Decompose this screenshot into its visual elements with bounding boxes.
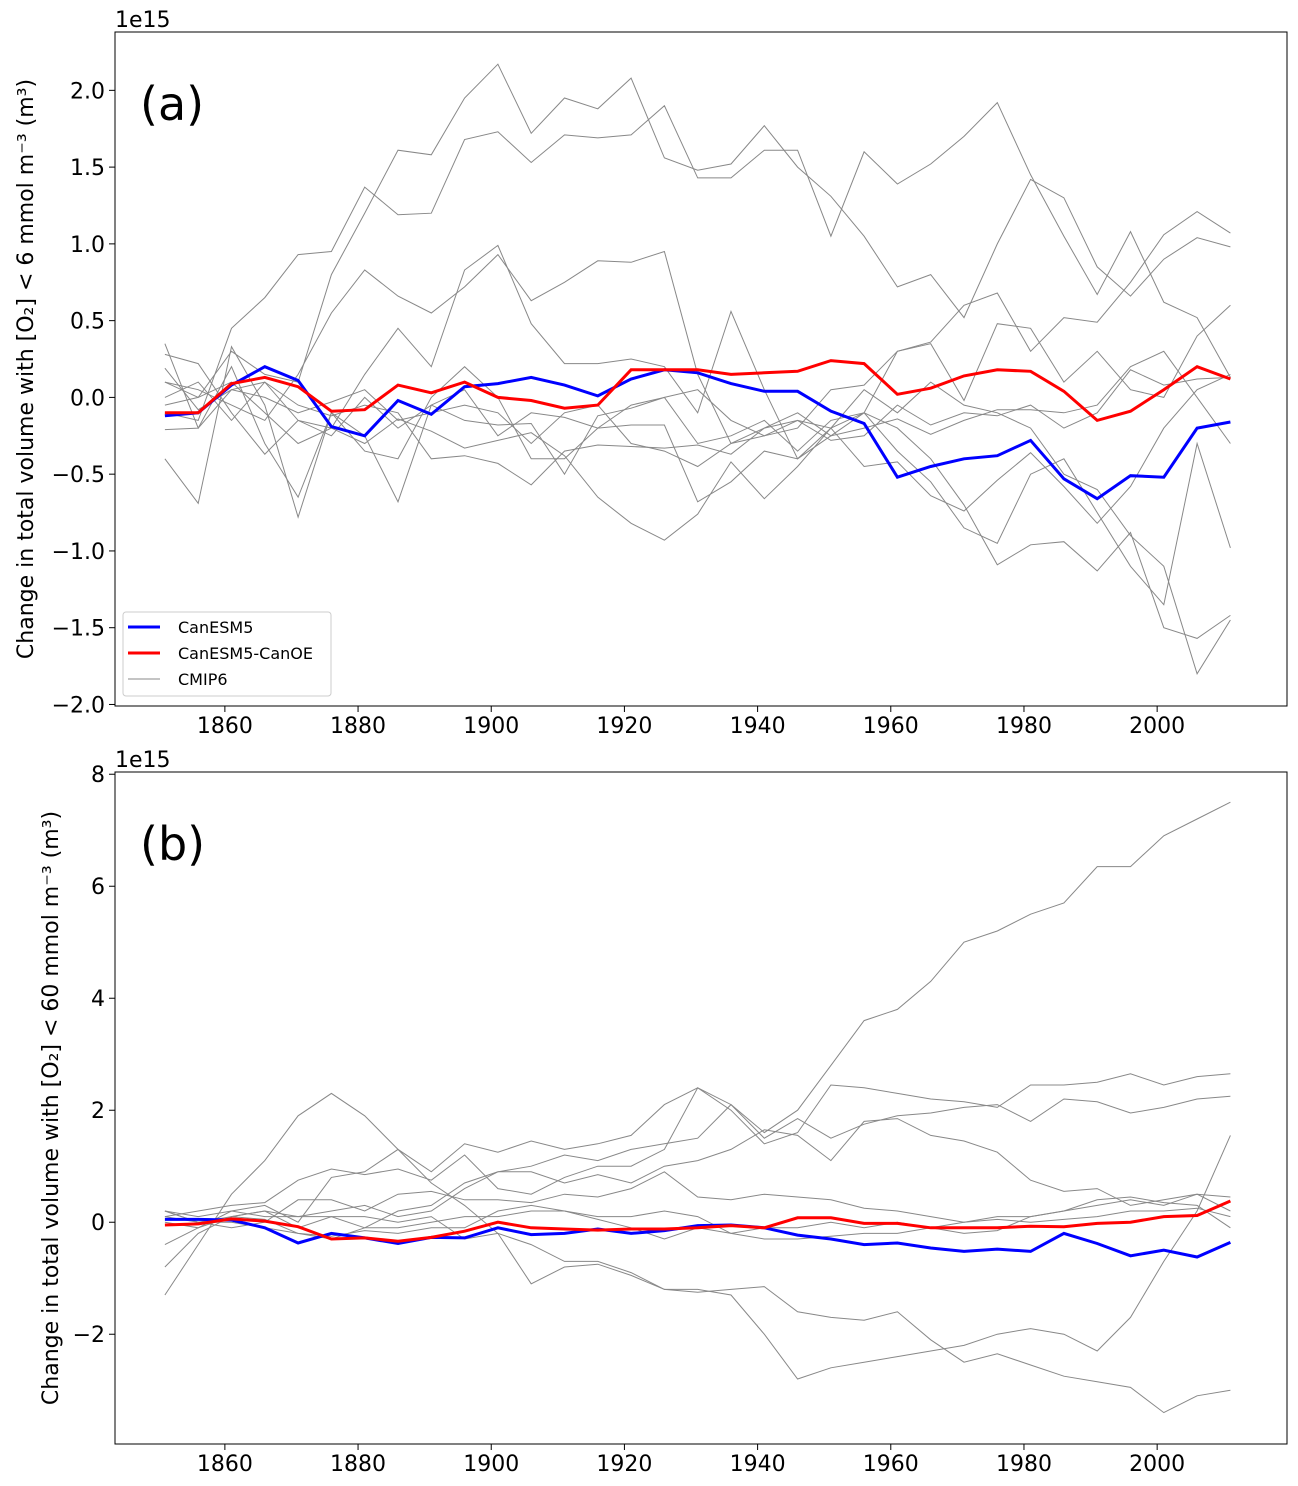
series-line-cmip6 [164, 63, 1231, 399]
legend-label: CMIP6 [178, 670, 228, 689]
y-tick-label: 8 [91, 763, 105, 788]
series-line-cmip6 [164, 1135, 1231, 1380]
y-tick-label: 0.5 [70, 310, 105, 335]
x-tick-label: 2000 [1129, 714, 1185, 739]
y-tick-label: −1.5 [52, 617, 105, 642]
series-line-cmip6 [164, 1171, 1231, 1229]
series-line-cmip6 [164, 345, 1231, 606]
x-tick-label: 1860 [197, 714, 253, 739]
y-tick-label: −0.5 [52, 463, 105, 488]
series-line-cmip6 [164, 1092, 1231, 1414]
x-tick-label: 1900 [463, 714, 519, 739]
y-tick-label: 2 [91, 1099, 105, 1124]
offset-text: 1e15 [115, 8, 171, 33]
y-tick-label: 0.0 [70, 386, 105, 411]
panel-label: (b) [140, 817, 205, 871]
x-tick-label: 1960 [863, 714, 919, 739]
x-tick-label: 1980 [996, 1452, 1052, 1477]
series-line-cmip6 [164, 343, 1231, 639]
y-tick-label: 2.0 [70, 79, 105, 104]
series-line-cmip6 [164, 353, 1231, 541]
series-line-cmip6 [164, 304, 1231, 468]
x-tick-label: 1900 [463, 1452, 519, 1477]
series-line-canesm5 [164, 1217, 1232, 1259]
series-line-cmip6 [164, 1087, 1231, 1229]
series-line-canesm5-canoe [164, 359, 1231, 423]
panel-label: (a) [140, 77, 204, 131]
axes-frame [114, 31, 1288, 707]
x-tick-label: 1860 [197, 1452, 253, 1477]
series-line-cmip6 [164, 350, 1231, 486]
legend-label: CanESM5-CanOE [178, 644, 313, 663]
y-axis-label: Change in total volume with [O₂] < 60 mm… [39, 811, 64, 1405]
y-tick-label: 4 [91, 987, 105, 1012]
panel-a: 1860 1880 1900 1920 1940 1960 1980 2000 −2.0 −1.5… [14, 8, 1288, 739]
offset-text: 1e15 [115, 748, 171, 773]
series-line-canesm5 [164, 365, 1231, 501]
x-tick-label: 1920 [596, 1452, 652, 1477]
series-line-cmip6 [164, 1196, 1231, 1240]
series-line-cmip6 [164, 244, 1231, 675]
series-line-cmip6 [164, 101, 1231, 421]
series-line-cmip6 [164, 1118, 1231, 1240]
x-tick-label: 2000 [1129, 1452, 1185, 1477]
legend-box [122, 611, 332, 697]
series-line-canesm5-canoe [164, 1199, 1231, 1243]
y-axis-label: Change in total volume with [O₂] < 6 mmo… [14, 79, 39, 659]
y-tick-label: −2.0 [52, 693, 105, 718]
x-tick-label: 1920 [596, 714, 652, 739]
panel-b: 1860 1880 1900 1920 1940 1960 1980 2000 −2 0 2 4 6 81… [39, 748, 1288, 1477]
axes-frame [114, 771, 1288, 1445]
y-tick-label: −1.0 [52, 540, 105, 565]
y-tick-label: −2 [73, 1323, 105, 1348]
y-tick-label: 0 [91, 1211, 105, 1236]
x-tick-label: 1880 [330, 1452, 386, 1477]
series-line-cmip6 [164, 1073, 1231, 1218]
x-tick-label: 1940 [730, 1452, 786, 1477]
y-tick-label: 1.5 [70, 156, 105, 181]
y-tick-label: 6 [91, 875, 105, 900]
x-tick-label: 1880 [330, 714, 386, 739]
y-tick-label: 1.0 [70, 233, 105, 258]
series-line-cmip6 [164, 369, 1231, 476]
series-line-cmip6 [164, 801, 1231, 1218]
x-tick-label: 1960 [863, 1452, 919, 1477]
x-tick-label: 1980 [996, 714, 1052, 739]
x-tick-label: 1940 [730, 714, 786, 739]
series-line-cmip6 [164, 210, 1231, 445]
legend-label: CanESM5 [178, 618, 253, 637]
